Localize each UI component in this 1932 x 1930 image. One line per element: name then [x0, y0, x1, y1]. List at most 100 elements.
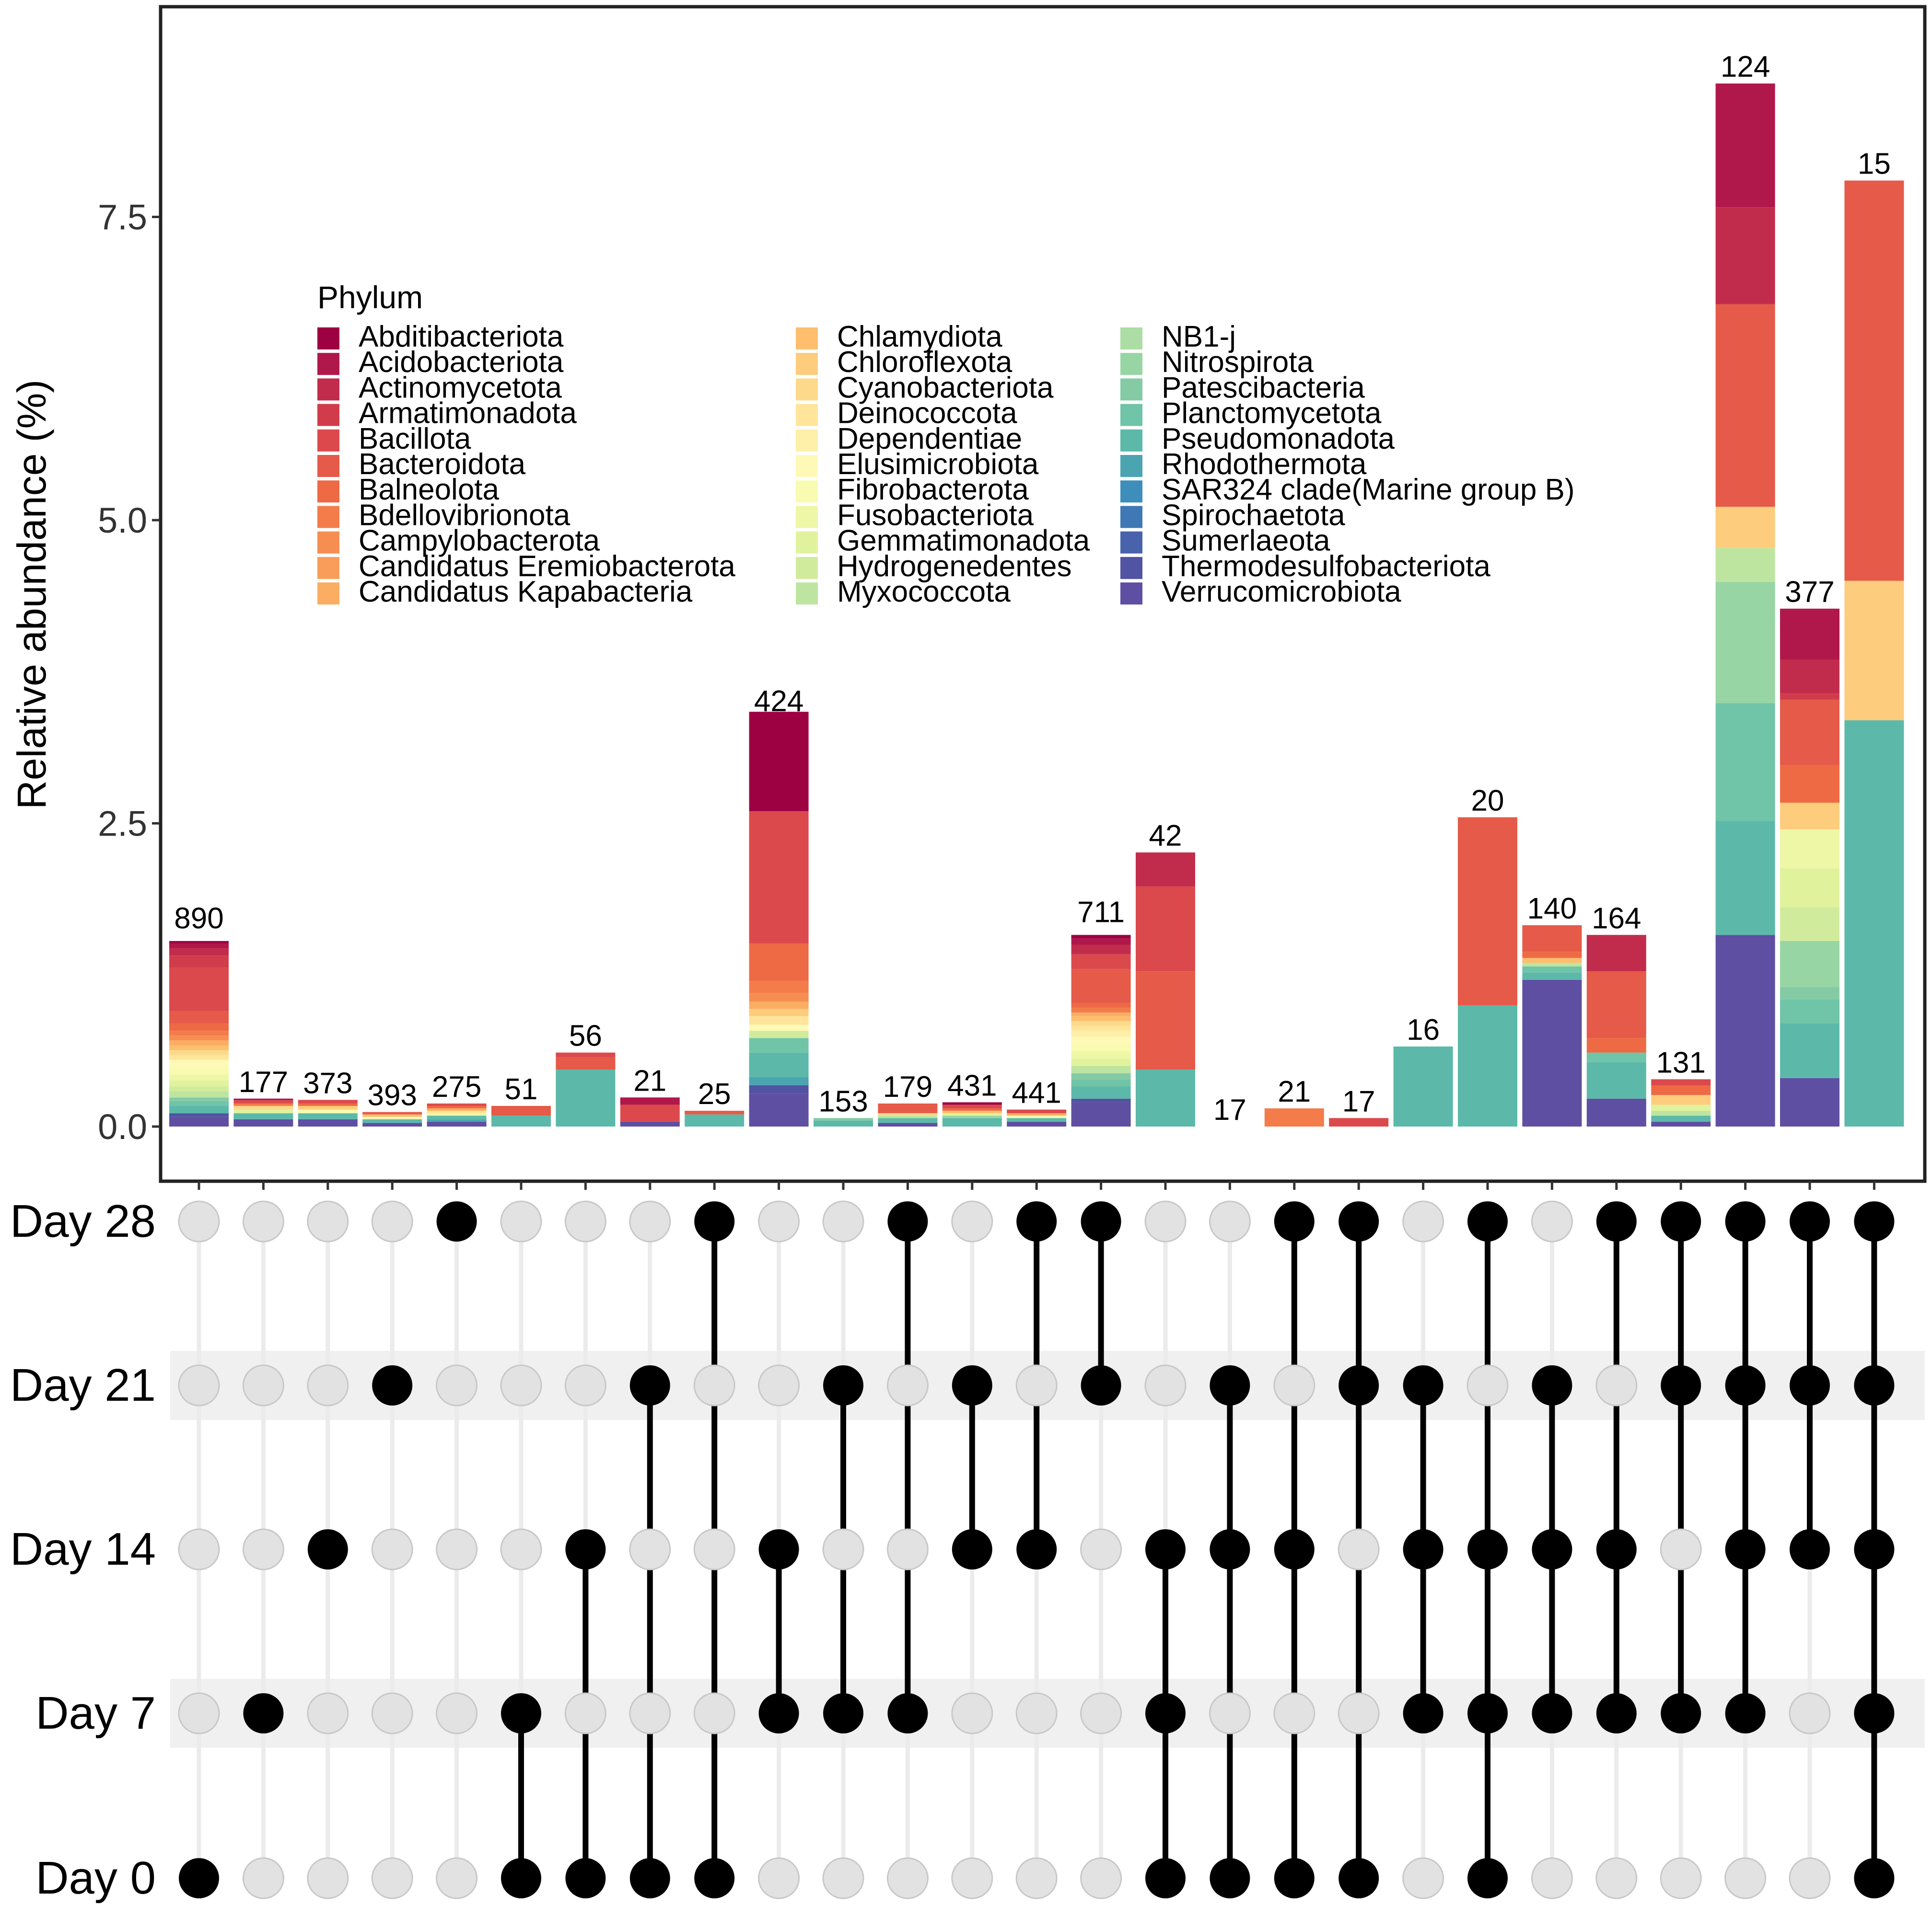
legend-swatch	[796, 506, 818, 528]
bar-segment	[749, 1093, 809, 1127]
bar-segment	[298, 1105, 358, 1110]
bar-segment	[942, 1118, 1002, 1127]
bar-segment	[362, 1116, 422, 1119]
matrix-dot-inactive	[564, 1200, 606, 1243]
bar-segment	[814, 1118, 873, 1121]
bar-segment	[1651, 1116, 1711, 1122]
bar-segment	[1651, 1105, 1711, 1111]
bar-segment	[1071, 1079, 1131, 1087]
legend-swatch	[317, 455, 339, 477]
matrix-dot-inactive	[436, 1857, 478, 1899]
matrix-dot-active	[887, 1693, 928, 1733]
legend-swatch	[317, 480, 339, 503]
bar-segment	[169, 943, 229, 949]
y-axis-label: Relative abundance (%)	[9, 380, 54, 810]
bar-segment	[685, 1111, 745, 1115]
legend-label: Myxococcota	[837, 575, 1011, 608]
bar-segment	[1651, 1111, 1711, 1116]
bar-segment	[1780, 1023, 1839, 1078]
bar-segment	[1393, 1046, 1453, 1127]
matrix-dot-inactive	[1273, 1692, 1315, 1734]
bar-layer	[169, 83, 1904, 1127]
bar-segment	[169, 1113, 229, 1117]
bar-segment	[362, 1123, 422, 1127]
legend-swatch	[317, 353, 339, 375]
matrix-dot-inactive	[307, 1692, 349, 1734]
matrix-dot-active	[629, 1858, 670, 1898]
set-label: Day 21	[10, 1360, 156, 1411]
bar-segment	[169, 1040, 229, 1046]
legend-swatch	[796, 557, 818, 579]
matrix-dot-active	[758, 1529, 799, 1570]
matrix-dot-active	[1145, 1693, 1186, 1733]
bar-segment	[1136, 886, 1195, 972]
bar-segment	[1780, 765, 1839, 803]
bar-segment	[1071, 1066, 1131, 1073]
matrix-dot-active	[1661, 1201, 1701, 1242]
matrix-dot-inactive	[886, 1364, 929, 1407]
bar-segment	[233, 1105, 293, 1110]
bar-segment	[878, 1103, 938, 1114]
bar-segment	[749, 943, 809, 981]
legend-swatch	[1120, 327, 1142, 349]
count-label: 140	[1527, 892, 1577, 925]
y-tick-label: 7.5	[98, 198, 147, 237]
bar-segment	[1586, 971, 1646, 1038]
bar-segment	[427, 1103, 487, 1106]
bar-segment	[1071, 1002, 1131, 1008]
matrix-dot-active	[1854, 1858, 1895, 1898]
bar-segment	[1071, 1036, 1131, 1044]
bar-segment	[1651, 1121, 1711, 1127]
legend-label: Sumerlaeota	[1162, 524, 1330, 558]
legend-swatch	[796, 404, 818, 426]
count-label: 25	[698, 1078, 731, 1111]
matrix-dot-inactive	[307, 1364, 349, 1407]
matrix-dot-active	[1274, 1858, 1315, 1898]
bar-segment	[298, 1109, 358, 1114]
matrix-dot-active	[1338, 1365, 1379, 1406]
bar-segment	[1715, 304, 1775, 507]
count-label: 373	[303, 1067, 352, 1100]
y-tick-label: 0.0	[98, 1107, 147, 1147]
bar-segment	[620, 1105, 680, 1122]
matrix-dot-active	[1790, 1529, 1830, 1570]
matrix-dot-inactive	[758, 1200, 800, 1243]
matrix-dot-inactive	[1789, 1692, 1831, 1734]
matrix-dot-active	[1403, 1693, 1443, 1733]
matrix-dot-inactive	[371, 1857, 413, 1899]
legend-swatch	[796, 327, 818, 349]
bar-segment	[878, 1123, 938, 1127]
legend-label: Planctomycetota	[1162, 397, 1382, 430]
matrix-dot-inactive	[951, 1857, 993, 1899]
matrix-dot-inactive	[500, 1200, 542, 1243]
bar-segment	[1715, 507, 1775, 548]
bar-segment	[749, 1031, 809, 1038]
count-label: 164	[1592, 902, 1641, 935]
bar-segment	[298, 1100, 358, 1104]
bar-segment	[1522, 925, 1582, 952]
bar-segment	[1715, 207, 1775, 304]
matrix-dot-active	[1725, 1201, 1766, 1242]
bar-segment	[1586, 1098, 1646, 1127]
matrix-dot-inactive	[822, 1528, 864, 1570]
matrix-dot-active	[1790, 1365, 1830, 1406]
bar-segment	[1071, 1016, 1131, 1021]
bar-segment	[1264, 1108, 1324, 1127]
bar-segment	[298, 1119, 358, 1127]
legend-label: Elusimicrobiota	[837, 448, 1039, 481]
matrix-dot-active	[1596, 1529, 1637, 1570]
bar-segment	[169, 1050, 229, 1055]
matrix-dot-inactive	[693, 1364, 735, 1407]
matrix-dot-inactive	[693, 1528, 735, 1570]
legend-label: Acidobacteriota	[359, 346, 564, 379]
bar-segment	[233, 1098, 293, 1100]
matrix-dot-active	[565, 1529, 606, 1570]
matrix-dot-inactive	[1273, 1364, 1315, 1407]
bar-segment	[1715, 582, 1775, 704]
matrix-dot-active	[629, 1365, 670, 1406]
bar-segment	[1522, 952, 1582, 958]
matrix-dot-inactive	[1080, 1857, 1122, 1899]
matrix-dot-active	[1467, 1529, 1508, 1570]
legend-label: Bacillota	[359, 422, 471, 455]
matrix-dot-inactive	[371, 1200, 413, 1243]
